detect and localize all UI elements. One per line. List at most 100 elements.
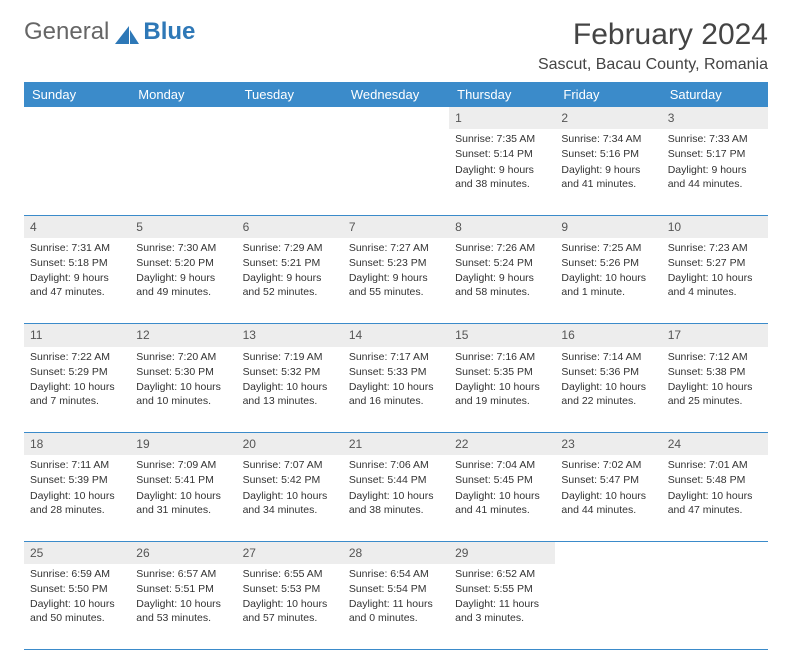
- sunset-text: Sunset: 5:16 PM: [561, 147, 655, 161]
- day-number-cell: 22: [449, 433, 555, 456]
- day-number-cell: [237, 107, 343, 129]
- day-number-cell: 14: [343, 324, 449, 347]
- daylight-text: Daylight: 10 hours and 38 minutes.: [349, 489, 443, 517]
- day-number-cell: [662, 541, 768, 564]
- day-cell: Sunrise: 7:30 AMSunset: 5:20 PMDaylight:…: [130, 238, 236, 324]
- day-number-cell: 16: [555, 324, 661, 347]
- sunrise-text: Sunrise: 6:59 AM: [30, 567, 124, 581]
- sunset-text: Sunset: 5:41 PM: [136, 473, 230, 487]
- day-header: Saturday: [662, 82, 768, 107]
- daylight-text: Daylight: 10 hours and 1 minute.: [561, 271, 655, 299]
- calendar-body: 123Sunrise: 7:35 AMSunset: 5:14 PMDaylig…: [24, 107, 768, 650]
- sunset-text: Sunset: 5:44 PM: [349, 473, 443, 487]
- daylight-text: Daylight: 10 hours and 47 minutes.: [668, 489, 762, 517]
- sunrise-text: Sunrise: 7:14 AM: [561, 350, 655, 364]
- sunrise-text: Sunrise: 7:02 AM: [561, 458, 655, 472]
- daynum-row: 123: [24, 107, 768, 129]
- daylight-text: Daylight: 10 hours and 16 minutes.: [349, 380, 443, 408]
- sunset-text: Sunset: 5:54 PM: [349, 582, 443, 596]
- day-cell: Sunrise: 7:25 AMSunset: 5:26 PMDaylight:…: [555, 238, 661, 324]
- sunset-text: Sunset: 5:17 PM: [668, 147, 762, 161]
- day-number-cell: 13: [237, 324, 343, 347]
- day-number-cell: 17: [662, 324, 768, 347]
- daylight-text: Daylight: 10 hours and 4 minutes.: [668, 271, 762, 299]
- day-number-cell: [130, 107, 236, 129]
- day-cell: Sunrise: 7:27 AMSunset: 5:23 PMDaylight:…: [343, 238, 449, 324]
- sunset-text: Sunset: 5:24 PM: [455, 256, 549, 270]
- day-cell: [130, 129, 236, 215]
- sunset-text: Sunset: 5:45 PM: [455, 473, 549, 487]
- logo-sail-icon: [115, 23, 139, 41]
- sunrise-text: Sunrise: 7:31 AM: [30, 241, 124, 255]
- day-cell: Sunrise: 7:20 AMSunset: 5:30 PMDaylight:…: [130, 347, 236, 433]
- sunset-text: Sunset: 5:42 PM: [243, 473, 337, 487]
- daylight-text: Daylight: 10 hours and 50 minutes.: [30, 597, 124, 625]
- day-header: Tuesday: [237, 82, 343, 107]
- day-number-cell: 1: [449, 107, 555, 129]
- calendar-header-row: Sunday Monday Tuesday Wednesday Thursday…: [24, 82, 768, 107]
- sunrise-text: Sunrise: 7:20 AM: [136, 350, 230, 364]
- sunset-text: Sunset: 5:14 PM: [455, 147, 549, 161]
- day-cell: [343, 129, 449, 215]
- calendar-table: Sunday Monday Tuesday Wednesday Thursday…: [24, 82, 768, 650]
- day-cell: [662, 564, 768, 650]
- daylight-text: Daylight: 9 hours and 58 minutes.: [455, 271, 549, 299]
- day-cell: Sunrise: 6:59 AMSunset: 5:50 PMDaylight:…: [24, 564, 130, 650]
- day-cell: Sunrise: 6:57 AMSunset: 5:51 PMDaylight:…: [130, 564, 236, 650]
- week-row: Sunrise: 7:22 AMSunset: 5:29 PMDaylight:…: [24, 347, 768, 433]
- day-cell: Sunrise: 7:34 AMSunset: 5:16 PMDaylight:…: [555, 129, 661, 215]
- day-cell: Sunrise: 7:23 AMSunset: 5:27 PMDaylight:…: [662, 238, 768, 324]
- sunrise-text: Sunrise: 7:30 AM: [136, 241, 230, 255]
- day-cell: Sunrise: 7:02 AMSunset: 5:47 PMDaylight:…: [555, 455, 661, 541]
- week-row: Sunrise: 7:11 AMSunset: 5:39 PM Daylight:…: [24, 455, 768, 541]
- day-cell: Sunrise: 6:55 AMSunset: 5:53 PMDaylight:…: [237, 564, 343, 650]
- sunrise-text: Sunrise: 7:07 AM: [243, 458, 337, 472]
- daylight-text: Daylight: 9 hours and 47 minutes.: [30, 271, 124, 299]
- sunrise-text: Sunrise: 6:55 AM: [243, 567, 337, 581]
- sunrise-text: Sunrise: 7:04 AM: [455, 458, 549, 472]
- sunrise-text: Sunrise: 7:06 AM: [349, 458, 443, 472]
- day-cell: Sunrise: 7:16 AMSunset: 5:35 PMDaylight:…: [449, 347, 555, 433]
- day-cell: Sunrise: 7:35 AMSunset: 5:14 PMDaylight:…: [449, 129, 555, 215]
- daylight-text: Daylight: 9 hours and 55 minutes.: [349, 271, 443, 299]
- day-number-cell: 3: [662, 107, 768, 129]
- sunset-text: Sunset: 5:39 PM: [30, 473, 124, 487]
- daylight-text: Daylight: 10 hours and 34 minutes.: [243, 489, 337, 517]
- daylight-text: Daylight: 11 hours and 0 minutes.: [349, 597, 443, 625]
- sunrise-text: Sunrise: 6:54 AM: [349, 567, 443, 581]
- sunrise-text: Sunrise: 7:22 AM: [30, 350, 124, 364]
- page-title: February 2024: [538, 18, 768, 52]
- daylight-text: Daylight: 10 hours and 13 minutes.: [243, 380, 337, 408]
- day-cell: [24, 129, 130, 215]
- daylight-text: Daylight: 10 hours and 28 minutes.: [30, 489, 124, 517]
- day-cell: Sunrise: 7:29 AMSunset: 5:21 PMDaylight:…: [237, 238, 343, 324]
- sunrise-text: Sunrise: 7:27 AM: [349, 241, 443, 255]
- day-number-cell: 23: [555, 433, 661, 456]
- day-header: Sunday: [24, 82, 130, 107]
- day-cell: Sunrise: 7:19 AMSunset: 5:32 PMDaylight:…: [237, 347, 343, 433]
- daylight-text: Daylight: 10 hours and 57 minutes.: [243, 597, 337, 625]
- sunset-text: Sunset: 5:50 PM: [30, 582, 124, 596]
- day-header: Thursday: [449, 82, 555, 107]
- daylight-text: Daylight: 9 hours and 41 minutes.: [561, 163, 655, 191]
- week-row: Sunrise: 6:59 AMSunset: 5:50 PMDaylight:…: [24, 564, 768, 650]
- day-number-cell: 25: [24, 541, 130, 564]
- day-cell: Sunrise: 7:12 AMSunset: 5:38 PMDaylight:…: [662, 347, 768, 433]
- sunset-text: Sunset: 5:51 PM: [136, 582, 230, 596]
- sunset-text: Sunset: 5:18 PM: [30, 256, 124, 270]
- sunrise-text: Sunrise: 7:11 AM: [30, 458, 124, 472]
- day-number-cell: 15: [449, 324, 555, 347]
- day-cell: [237, 129, 343, 215]
- day-cell: Sunrise: 6:52 AMSunset: 5:55 PMDaylight:…: [449, 564, 555, 650]
- day-cell: Sunrise: 7:14 AMSunset: 5:36 PMDaylight:…: [555, 347, 661, 433]
- day-number-cell: 7: [343, 215, 449, 238]
- header: General Blue February 2024 Sascut, Bacau…: [24, 18, 768, 74]
- day-header: Friday: [555, 82, 661, 107]
- day-cell: Sunrise: 7:09 AMSunset: 5:41 PMDaylight:…: [130, 455, 236, 541]
- day-header: Monday: [130, 82, 236, 107]
- daylight-text: Daylight: 10 hours and 19 minutes.: [455, 380, 549, 408]
- sunrise-text: Sunrise: 6:52 AM: [455, 567, 549, 581]
- logo-text-general: General: [24, 18, 109, 46]
- sunrise-text: Sunrise: 7:19 AM: [243, 350, 337, 364]
- day-cell: Sunrise: 6:54 AMSunset: 5:54 PMDaylight:…: [343, 564, 449, 650]
